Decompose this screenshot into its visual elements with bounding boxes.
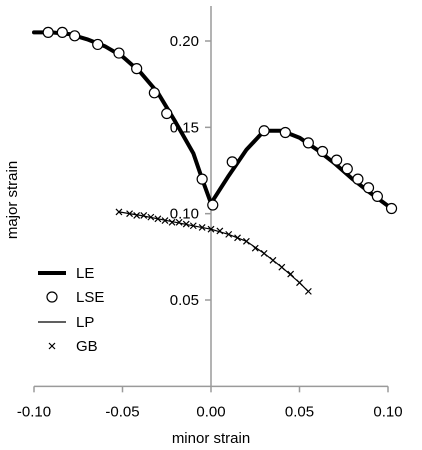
series-gb-point xyxy=(234,234,241,242)
legend-label: LE xyxy=(76,265,94,282)
series-gb-point xyxy=(140,211,148,219)
x-tick-label: -0.05 xyxy=(105,403,139,420)
x-tick-label: 0.10 xyxy=(373,403,402,420)
x-tick-label: 0.00 xyxy=(196,403,225,420)
legend-item-le: LE xyxy=(38,265,94,282)
series-lse-point xyxy=(56,26,68,38)
x-tick-label: 0.05 xyxy=(285,403,314,420)
series-gb-point xyxy=(278,263,286,271)
series-gb-point xyxy=(251,244,259,252)
y-tick-label: 0.10 xyxy=(170,206,199,223)
axes: -0.10 -0.05 0.00 0.05 0.10 0.050.100.150.20 xyxy=(17,6,403,420)
legend-label: LP xyxy=(76,314,94,331)
series-lse-point xyxy=(226,156,238,168)
series-lse-point xyxy=(331,154,343,166)
series-lse-point xyxy=(279,126,291,139)
series-gb-point xyxy=(168,218,176,226)
y-tick-label: 0.20 xyxy=(170,33,199,50)
series-lse-point xyxy=(362,182,375,194)
series-gb-point xyxy=(189,222,197,230)
series-le-line xyxy=(32,30,394,211)
series-lse-point xyxy=(258,125,270,137)
legend-swatch-lse xyxy=(46,291,58,303)
series-gb-point xyxy=(260,249,268,257)
series-gb-point xyxy=(133,211,141,219)
series-lse-point xyxy=(42,26,54,38)
series-lse-point xyxy=(113,47,125,59)
legend-item-lp: LP xyxy=(38,314,94,331)
series-lse-point xyxy=(148,87,160,99)
series-gb-point xyxy=(115,208,123,216)
series-lp-line xyxy=(118,211,309,292)
legend-item-gb: GB xyxy=(48,338,98,355)
series-gb-point xyxy=(182,220,190,228)
series-lse-point xyxy=(302,137,314,149)
series-gb-point xyxy=(216,227,224,235)
series-gb-point xyxy=(126,210,134,218)
y-tick-label: 0.05 xyxy=(170,292,199,309)
series-lse-point xyxy=(341,163,353,175)
series-gb-point xyxy=(225,230,233,238)
series-lse-point xyxy=(352,173,364,185)
series-gb-point xyxy=(154,215,162,223)
legend-label: GB xyxy=(76,338,98,355)
series-gb-point xyxy=(287,270,295,278)
series-gb-point xyxy=(269,256,277,264)
y-axis-label: major strain xyxy=(4,161,21,239)
y-ticks: 0.050.100.150.20 xyxy=(170,33,211,309)
series-gb-point xyxy=(207,225,215,233)
series-lse-point xyxy=(161,107,173,120)
series-gb-point xyxy=(304,287,312,295)
legend-item-lse: LSE xyxy=(46,289,104,306)
series-lse-point xyxy=(92,38,104,51)
series-lse-point xyxy=(207,199,219,211)
legend-swatch-gb xyxy=(48,342,56,350)
x-axis-label: minor strain xyxy=(172,430,250,447)
series-lse-point xyxy=(385,202,398,215)
x-ticks: -0.10 -0.05 0.00 0.05 0.10 xyxy=(17,386,403,420)
series-lse-point xyxy=(316,145,329,158)
series-gb-point xyxy=(242,237,250,245)
legend: LE LSE LP GB xyxy=(38,265,104,355)
series-lse-point xyxy=(131,63,143,75)
series-gb-point xyxy=(296,279,303,287)
series-gb-point xyxy=(198,224,206,231)
x-tick-label: -0.10 xyxy=(17,403,51,420)
series-lse-point xyxy=(196,173,208,185)
series-lse-point xyxy=(371,190,383,202)
series-gb-point xyxy=(175,218,183,226)
series-layer xyxy=(32,26,398,295)
series-lse-point xyxy=(69,30,81,42)
legend-label: LSE xyxy=(76,289,104,306)
series-gb-point xyxy=(161,217,169,224)
series-gb-point xyxy=(147,213,155,221)
